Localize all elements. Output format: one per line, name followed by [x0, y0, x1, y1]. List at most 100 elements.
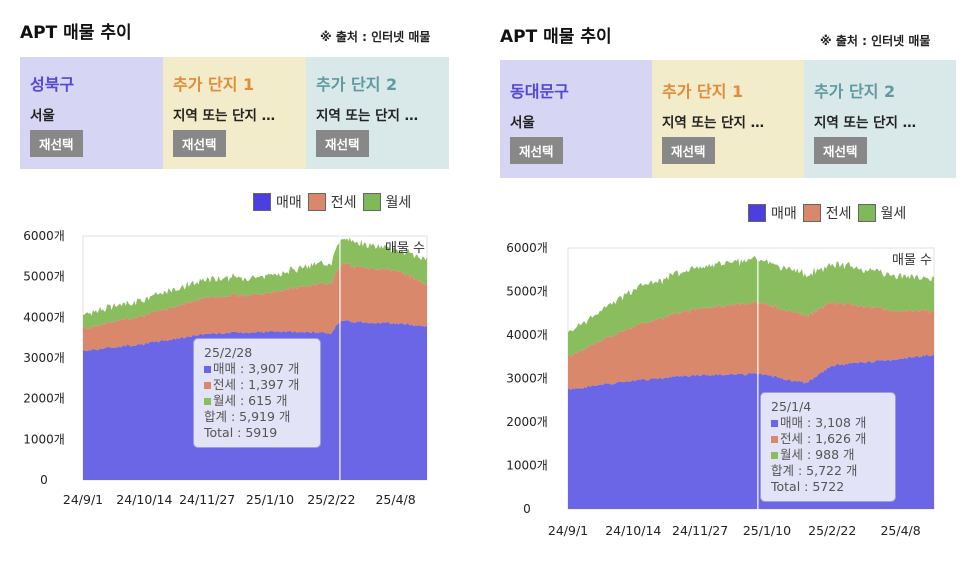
region-sub: 지역 또는 단지 …	[662, 115, 765, 131]
reselect-button[interactable]: 재선택	[30, 130, 83, 157]
tooltip-sum: 합계 : 5,722 개	[771, 463, 858, 478]
series-area-jeonse	[568, 301, 934, 391]
x-tick-label: 25/4/8	[375, 492, 415, 507]
chart-tooltip: 25/1/4 매매 : 3,108 개 전세 : 1,626 개 월세 : 98…	[760, 392, 896, 502]
region-sub: 서울	[30, 108, 55, 124]
y-tick-label: 1000개	[23, 432, 65, 446]
legend-item-wolse[interactable]: 월세	[857, 203, 906, 223]
x-tick-label: 24/10/14	[605, 523, 661, 538]
chart-annotation: 매물 수	[892, 253, 932, 268]
legend-item-trade[interactable]: 매매	[253, 192, 302, 212]
reselect-button[interactable]: 재선택	[316, 130, 369, 157]
legend-label: 매매	[771, 206, 797, 222]
tooltip-row-jeonse: 전세 : 1,626 개	[771, 431, 885, 447]
region-sub: 지역 또는 단지 …	[316, 108, 419, 124]
legend-item-jeonse[interactable]: 전세	[307, 192, 357, 212]
tooltip-row-wolse: 월세 : 615 개	[204, 393, 310, 409]
tooltip-dot-wolse	[771, 451, 778, 459]
tooltip-trade: 매매 : 3,108 개	[780, 415, 867, 430]
region-name: 추가 단지 2	[814, 82, 896, 101]
y-tick-label: 6000개	[23, 229, 65, 243]
tooltip-row-trade: 매매 : 3,108 개	[771, 415, 885, 431]
legend-label: 전세	[330, 195, 357, 211]
listing-area-chart[interactable]: 0 1000개 2000개 3000개 4000개 5000개 6000개 24/9/1 24/…	[490, 232, 966, 548]
tooltip-dot-wolse	[204, 397, 211, 405]
source-note: ※ 출처 : 인터넷 매물	[320, 30, 431, 44]
region-cards: 성북구 서울 재선택 추가 단지 1 지역 또는 단지 … 재선택 추가 단지 …	[20, 57, 449, 169]
tooltip-date: 25/2/28	[204, 345, 253, 360]
region-card-extra-2: 추가 단지 2 지역 또는 단지 … 재선택	[804, 60, 956, 178]
panel-title: APT 매물 추이	[20, 23, 132, 43]
reselect-button[interactable]: 재선택	[510, 137, 563, 164]
region-sub: 지역 또는 단지 …	[173, 108, 276, 124]
x-tick-label: 25/1/10	[246, 492, 294, 507]
chart-tooltip: 25/2/28 매매 : 3,907 개 전세 : 1,397 개 월세 : 6…	[193, 338, 321, 448]
legend-swatch-wolse	[857, 204, 876, 222]
region-name: 동대문구	[510, 82, 569, 101]
chart-legend: 매매 전세 월세	[742, 203, 906, 223]
chart-annotation: 매물 수	[385, 241, 425, 256]
tooltip-total: Total : 5722	[771, 479, 845, 494]
region-cards: 동대문구 서울 재선택 추가 단지 1 지역 또는 단지 … 재선택 추가 단지…	[500, 60, 956, 178]
region-card-primary: 동대문구 서울 재선택	[500, 60, 652, 178]
region-card-primary: 성북구 서울 재선택	[20, 57, 163, 169]
tooltip-wolse: 월세 : 988 개	[780, 447, 855, 462]
legend-swatch-trade	[253, 193, 271, 211]
y-tick-label: 2000개	[506, 415, 548, 429]
legend-swatch-jeonse	[802, 204, 821, 222]
tooltip-row-trade: 매매 : 3,907 개	[204, 361, 310, 377]
chart-legend: 매매 전세 월세	[247, 192, 411, 212]
y-tick-label: 5000개	[23, 270, 65, 284]
x-tick-label: 24/10/14	[116, 492, 172, 507]
panel-title: APT 매물 추이	[500, 27, 612, 47]
panel-seongbuk: APT 매물 추이 ※ 출처 : 인터넷 매물 성북구 서울 재선택 추가 단지…	[0, 0, 470, 568]
y-tick-label: 2000개	[23, 392, 65, 406]
y-tick-label: 4000개	[506, 328, 548, 342]
tooltip-wolse: 월세 : 615 개	[213, 393, 288, 408]
region-sub: 서울	[510, 115, 535, 131]
x-tick-label: 24/11/27	[672, 523, 728, 538]
y-tick-label: 0	[40, 473, 48, 487]
x-tick-label: 24/9/1	[63, 492, 103, 507]
y-tick-label: 1000개	[506, 459, 548, 473]
legend-swatch-wolse	[362, 193, 381, 211]
tooltip-row-jeonse: 전세 : 1,397 개	[204, 377, 310, 393]
x-tick-label: 25/4/8	[880, 523, 920, 538]
region-name: 성북구	[30, 75, 75, 94]
reselect-button[interactable]: 재선택	[662, 137, 715, 164]
tooltip-trade: 매매 : 3,907 개	[213, 361, 300, 376]
region-card-extra-2: 추가 단지 2 지역 또는 단지 … 재선택	[306, 57, 449, 169]
legend-item-jeonse[interactable]: 전세	[802, 203, 852, 223]
x-tick-label: 25/2/22	[307, 492, 355, 507]
series-area-wolse	[83, 237, 427, 330]
tooltip-total: Total : 5919	[204, 425, 278, 440]
reselect-button[interactable]: 재선택	[814, 137, 867, 164]
region-card-extra-1: 추가 단지 1 지역 또는 단지 … 재선택	[163, 57, 306, 169]
tooltip-jeonse: 전세 : 1,397 개	[213, 377, 300, 392]
y-tick-label: 4000개	[23, 310, 65, 324]
region-name: 추가 단지 1	[173, 75, 255, 94]
y-tick-label: 0	[523, 502, 531, 516]
tooltip-dot-jeonse	[771, 435, 778, 443]
reselect-button[interactable]: 재선택	[173, 130, 226, 157]
y-tick-label: 5000개	[506, 285, 548, 299]
series-area-jeonse	[83, 262, 427, 351]
x-tick-label: 25/1/10	[743, 523, 791, 538]
legend-item-trade[interactable]: 매매	[748, 203, 797, 223]
tooltip-dot-jeonse	[204, 381, 211, 389]
region-name: 추가 단지 2	[316, 75, 398, 94]
region-card-extra-1: 추가 단지 1 지역 또는 단지 … 재선택	[652, 60, 804, 178]
legend-label: 월세	[385, 195, 412, 211]
tooltip-row-wolse: 월세 : 988 개	[771, 447, 885, 463]
legend-item-wolse[interactable]: 월세	[362, 192, 412, 212]
tooltip-dot-trade	[771, 419, 778, 427]
tooltip-sum: 합계 : 5,919 개	[204, 409, 291, 424]
legend-label: 매매	[276, 195, 302, 211]
series-area-wolse	[568, 255, 934, 358]
source-note: ※ 출처 : 인터넷 매물	[820, 34, 931, 48]
tooltip-date: 25/1/4	[771, 399, 812, 414]
x-tick-label: 24/9/1	[548, 523, 588, 538]
y-tick-label: 3000개	[23, 351, 65, 365]
y-tick-label: 3000개	[506, 372, 548, 386]
x-tick-label: 24/11/27	[179, 492, 235, 507]
